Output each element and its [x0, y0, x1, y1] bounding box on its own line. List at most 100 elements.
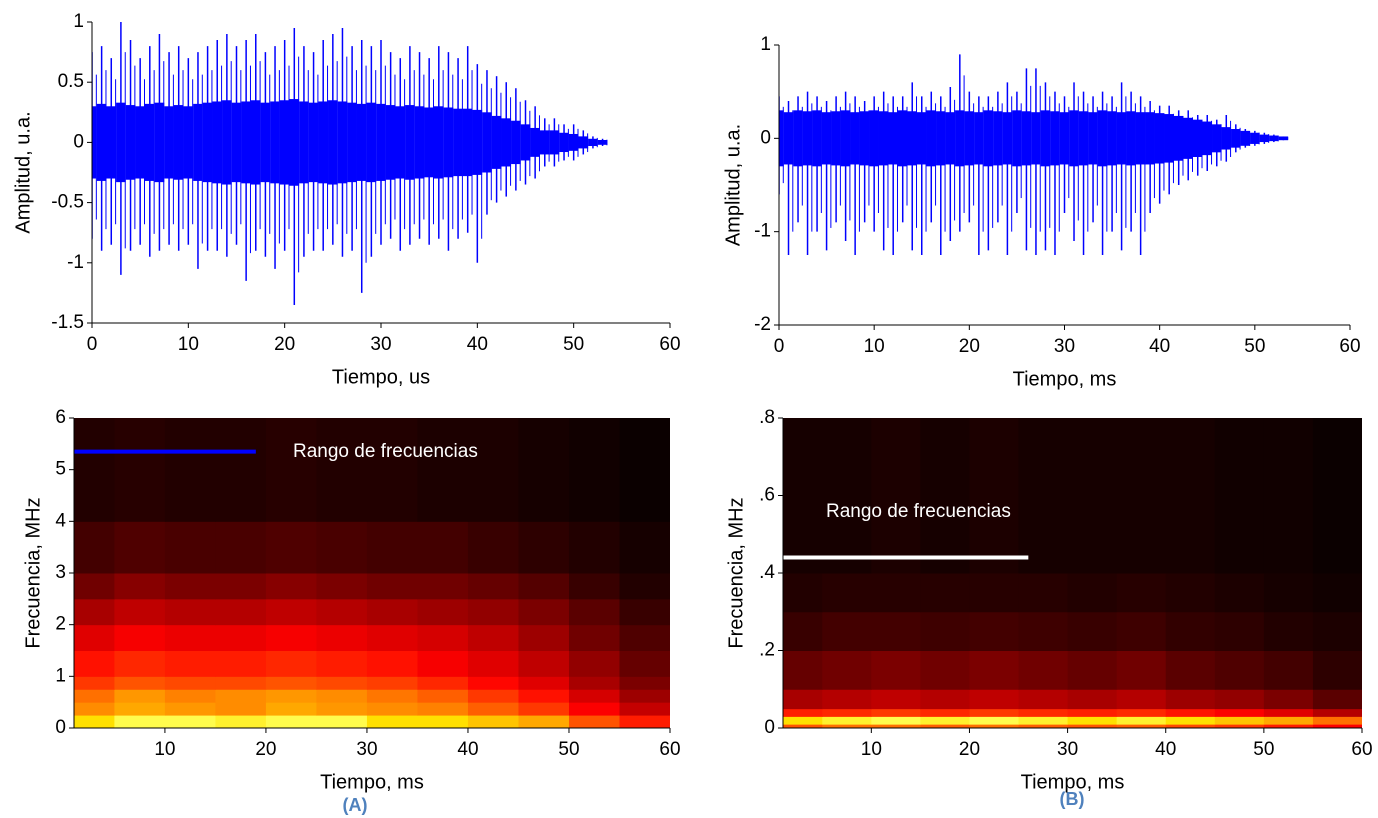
heat-cell	[1018, 716, 1069, 725]
x-tick-label: 10	[154, 739, 175, 760]
heat-cell	[920, 611, 970, 651]
heat-cell	[1067, 418, 1118, 574]
heat-cell	[1165, 724, 1216, 728]
heat-cell	[164, 573, 216, 600]
caption: (B)	[1060, 789, 1085, 809]
heat-cell	[871, 724, 921, 728]
caption: (A)	[343, 795, 368, 815]
heat-cell	[1165, 650, 1216, 690]
heat-cell	[568, 650, 620, 677]
heat-cell	[265, 689, 317, 703]
heat-cell	[1214, 611, 1265, 651]
y-tick-label: 0	[73, 131, 84, 152]
y-tick-label: 4	[55, 510, 66, 531]
heat-cell	[1116, 611, 1167, 651]
heat-cell	[1116, 724, 1167, 728]
y-tick-label: 0.5	[58, 71, 84, 92]
heat-cell	[366, 715, 418, 728]
heat-cell	[265, 573, 317, 600]
heat-cell	[114, 676, 166, 690]
y-tick-label: 1	[760, 34, 771, 55]
heat-cell	[969, 716, 1020, 725]
heat-cell	[467, 650, 519, 677]
heat-cell	[1312, 418, 1362, 574]
y-tick-label: -0.5	[51, 192, 84, 213]
heat-cell	[114, 702, 166, 716]
heat-cell	[619, 715, 670, 728]
heat-cell	[1263, 689, 1314, 710]
heat-cell	[164, 702, 216, 716]
heat-cell	[969, 650, 1020, 690]
heat-cell	[467, 598, 519, 626]
heat-cell	[871, 418, 921, 574]
heat-cell	[1263, 418, 1314, 574]
heat-cell	[417, 598, 469, 626]
heat-cell	[215, 702, 267, 716]
heat-cell	[265, 624, 317, 651]
heat-cell	[1018, 611, 1069, 651]
heat-cell	[417, 650, 469, 677]
heat-cell	[366, 702, 418, 716]
heat-cell	[164, 715, 216, 728]
heat-cell	[467, 702, 519, 716]
heat-cell	[74, 676, 115, 690]
x-axis-label: Tiempo, ms	[320, 771, 424, 793]
heat-cell	[1116, 708, 1167, 717]
heat-cell	[1116, 573, 1167, 613]
heat-cell	[215, 650, 267, 677]
heat-cell	[568, 598, 620, 626]
y-tick-label: 1	[73, 11, 84, 32]
heat-cell	[568, 715, 620, 728]
heat-cell	[74, 418, 115, 522]
x-tick-label: 20	[959, 336, 980, 357]
heat-cell	[1263, 716, 1314, 725]
heat-cell	[164, 418, 216, 522]
x-tick-label: 60	[1339, 336, 1360, 357]
heat-cell	[265, 715, 317, 728]
heat-cell	[822, 418, 872, 574]
heat-cell	[114, 650, 166, 677]
heat-cell	[568, 676, 620, 690]
heat-cell	[518, 598, 570, 626]
x-tick-label: 50	[558, 739, 579, 760]
heat-cell	[215, 715, 267, 728]
heat-cell	[265, 702, 317, 716]
heat-cell	[518, 624, 570, 651]
heat-cell	[822, 573, 872, 613]
heat-cell	[1018, 650, 1069, 690]
plot-area	[92, 22, 608, 305]
heat-cell	[366, 598, 418, 626]
heat-cell	[164, 676, 216, 690]
heat-cell	[1116, 418, 1167, 574]
heat-cell	[518, 676, 570, 690]
heat-cell	[265, 418, 317, 522]
heat-cell	[568, 521, 620, 574]
heat-cell	[619, 521, 670, 574]
heat-cell	[783, 724, 823, 728]
x-tick-label: 60	[659, 334, 680, 355]
heat-cell	[1214, 708, 1265, 717]
heat-cell	[74, 598, 115, 626]
heat-cell	[568, 689, 620, 703]
heat-cell	[74, 650, 115, 677]
x-tick-label: 20	[959, 739, 980, 760]
heat-cell	[1067, 708, 1118, 717]
heat-cell	[1067, 716, 1118, 725]
y-axis-label: Frecuencia, MHz	[22, 497, 44, 648]
heat-cell	[467, 521, 519, 574]
y-tick-label: 5	[55, 459, 66, 480]
x-tick-label: 60	[659, 739, 680, 760]
heat-cell	[467, 676, 519, 690]
heat-cell	[822, 689, 872, 710]
heat-cell	[969, 573, 1020, 613]
heat-cell	[783, 689, 823, 710]
heat-cell	[783, 708, 823, 717]
heat-cell	[1165, 573, 1216, 613]
heat-cell	[215, 598, 267, 626]
y-axis-label: Amplitud, u.a.	[12, 111, 34, 233]
heat-cell	[164, 521, 216, 574]
heat-cell	[871, 611, 921, 651]
heat-cell	[518, 702, 570, 716]
heat-cell	[366, 521, 418, 574]
